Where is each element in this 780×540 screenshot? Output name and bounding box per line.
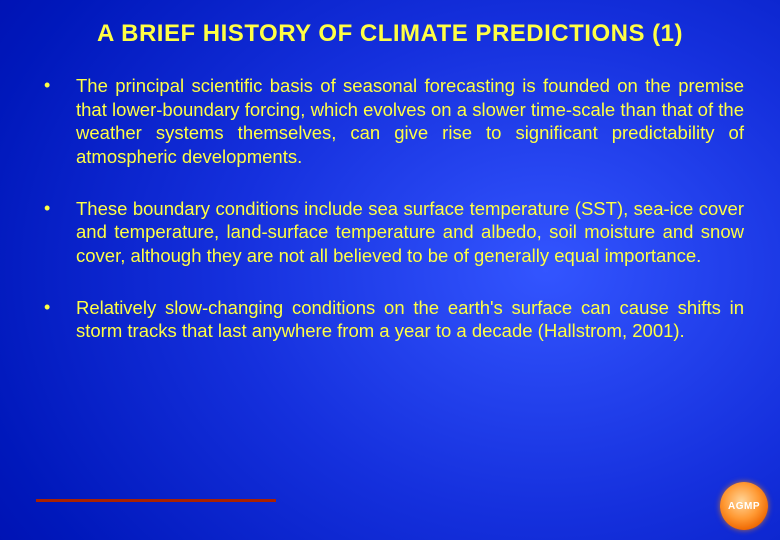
bullet-item: Relatively slow-changing conditions on t… xyxy=(36,296,744,343)
bullet-item: The principal scientific basis of season… xyxy=(36,74,744,169)
badge-label: AGMP xyxy=(728,501,760,512)
agmp-badge: AGMP xyxy=(720,482,768,530)
slide-container: A BRIEF HISTORY OF CLIMATE PREDICTIONS (… xyxy=(0,0,780,540)
slide-title: A BRIEF HISTORY OF CLIMATE PREDICTIONS (… xyxy=(36,20,744,48)
decorative-underline xyxy=(36,499,276,502)
bullet-list: The principal scientific basis of season… xyxy=(36,74,744,343)
bullet-item: These boundary conditions include sea su… xyxy=(36,197,744,268)
